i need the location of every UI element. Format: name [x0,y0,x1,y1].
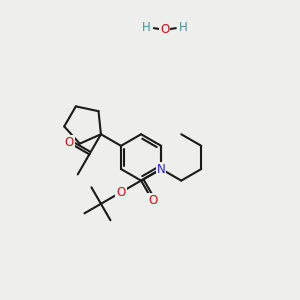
Text: H: H [142,21,151,34]
Text: O: O [160,23,170,36]
Text: N: N [157,163,166,176]
Text: H: H [179,21,188,34]
Text: O: O [64,136,74,149]
Text: O: O [116,186,126,199]
Text: O: O [148,194,157,207]
